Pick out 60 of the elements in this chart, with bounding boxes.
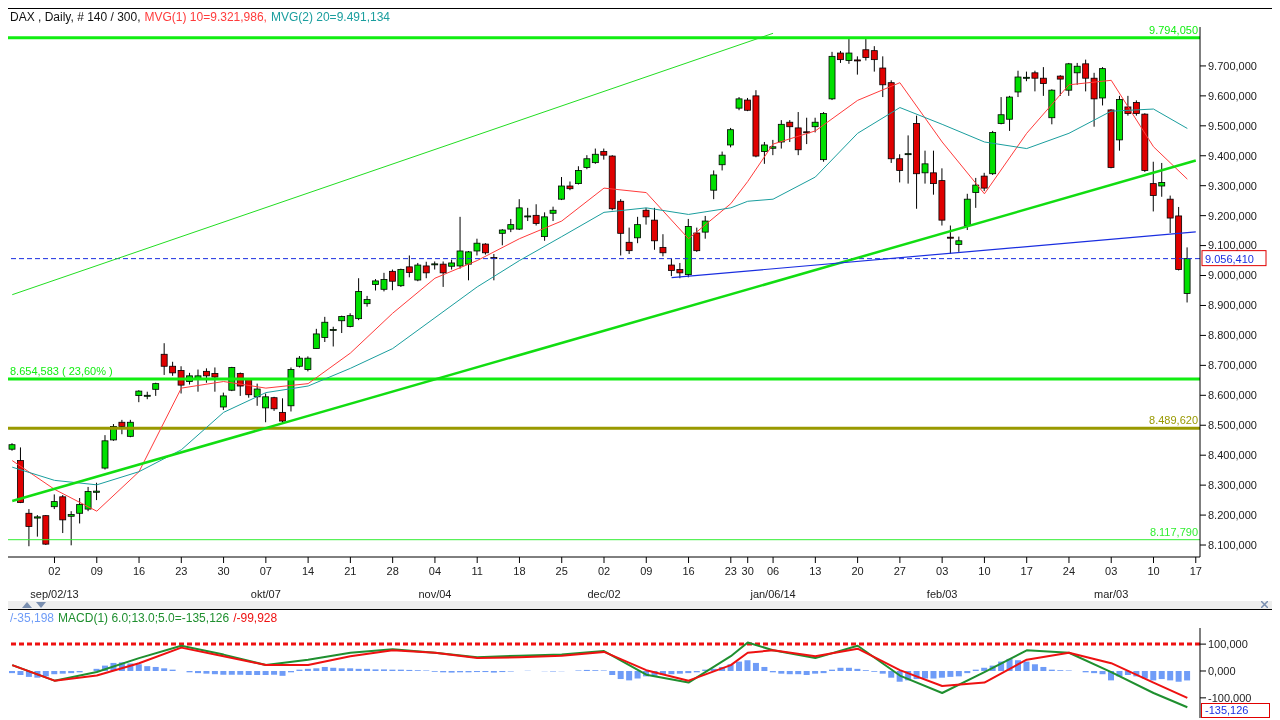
x-tick-label: 30	[741, 565, 754, 577]
x-tick-label: 14	[301, 565, 315, 577]
ref-line-label: 8.654,583 ( 23,60% )	[10, 364, 113, 377]
text: MVG(2) 20=9.491,134	[270, 10, 391, 24]
x-tick-label: 10	[978, 565, 991, 577]
text: /-35,198	[10, 611, 55, 625]
y-tick-label: 9.700,000	[1208, 59, 1257, 72]
y-tick-label: 9.000,000	[1208, 269, 1257, 282]
x-tick-label: 02 sep/02/13	[30, 565, 79, 600]
x-tick-label: 04 nov/04	[418, 565, 452, 600]
x-tick-label: 30	[217, 565, 230, 577]
text: MVG(1) 10=9.321,986,	[144, 10, 267, 24]
x-tick-label: 25	[555, 565, 568, 577]
x-tick-label: 23	[175, 565, 188, 577]
ref-line-label: 9.794,050	[1149, 23, 1198, 36]
x-tick-label: 03 mar/03	[1094, 565, 1129, 600]
x-tick-label: 11	[471, 565, 483, 577]
x-tick-label: 23	[724, 565, 737, 577]
chart-title: DAX , Daily, # 140 / 300,	[10, 10, 141, 24]
y-tick-label: 8.200,000	[1208, 508, 1257, 521]
ref-line-label: 8.117,790	[1149, 525, 1198, 538]
y-tick-label: 8.800,000	[1208, 329, 1257, 342]
y-tick-label: 100,000	[1208, 638, 1248, 651]
x-tick-label: 16	[132, 565, 146, 577]
text: MACD(1) 6.0;13.0;5.0=-135,126	[58, 611, 230, 625]
text: -135,126	[1201, 703, 1270, 718]
ref-line-label: 9.056,410	[1205, 252, 1254, 265]
x-tick-label: 13	[809, 565, 822, 577]
y-tick-label: 9.600,000	[1208, 89, 1257, 102]
x-tick-label: 16	[682, 565, 695, 577]
x-tick-label: 07 okt/07	[250, 565, 281, 600]
x-tick-label: 20	[851, 565, 864, 577]
y-tick-label: 9.200,000	[1208, 209, 1257, 222]
x-tick-label: 03 feb/03	[926, 565, 958, 600]
y-tick-label: 8.900,000	[1208, 299, 1257, 312]
x-tick-label: 27	[893, 565, 907, 577]
ref-line-label: 8.489,620	[1149, 414, 1198, 427]
y-tick-label: 8.100,000	[1208, 538, 1257, 551]
y-tick-label: 8.700,000	[1208, 359, 1257, 372]
y-tick-label: 8.500,000	[1208, 419, 1257, 432]
y-tick-label: 8.400,000	[1208, 449, 1257, 462]
x-tick-label: 02 dec/02	[587, 565, 621, 600]
y-tick-label: 0,000	[1208, 664, 1236, 677]
y-tick-label: 9.300,000	[1208, 179, 1257, 192]
x-tick-label: 09	[90, 565, 103, 577]
y-tick-label: 8.600,000	[1208, 389, 1257, 402]
y-tick-label: 9.500,000	[1208, 119, 1257, 132]
y-tick-label: -100,000	[1208, 691, 1252, 704]
y-tick-label: 9.400,000	[1208, 149, 1257, 162]
x-tick-label: 17	[1020, 565, 1033, 577]
x-tick-label: 17	[1189, 565, 1202, 577]
y-tick-label: 8.300,000	[1208, 479, 1257, 492]
y-tick-label: 9.100,000	[1208, 239, 1257, 252]
x-tick-label: 21	[344, 565, 357, 577]
x-tick-label: 24	[1062, 565, 1076, 577]
x-tick-label: 10	[1147, 565, 1160, 577]
x-tick-label: 18	[513, 565, 526, 577]
x-tick-label: 09	[640, 565, 653, 577]
x-tick-label: 28	[386, 565, 399, 577]
text: /-99,928	[233, 611, 278, 625]
